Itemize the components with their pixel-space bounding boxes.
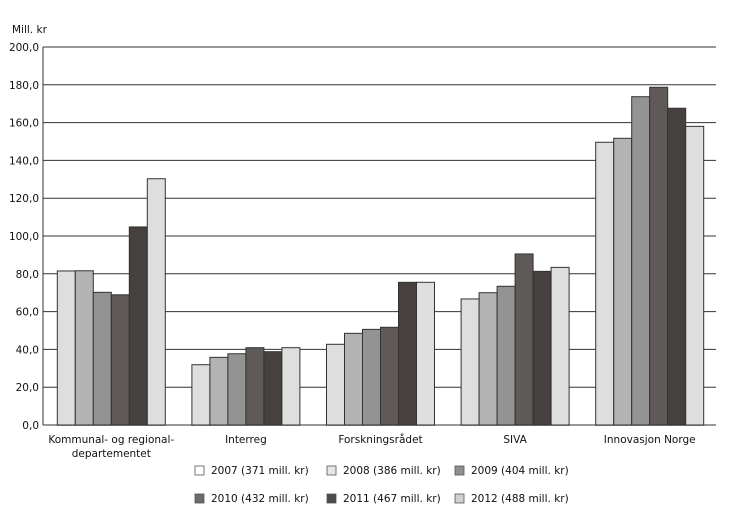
y-tick-label: 60,0 [16,307,39,319]
legend-item: 2012 (488 mill. kr) [454,493,569,505]
y-tick-label: 80,0 [16,269,39,281]
legend-item: 2008 (386 mill. kr) [326,465,441,477]
y-tick-label: 140,0 [9,155,39,167]
x-tick-label: Interreg [225,434,267,446]
bar [209,356,229,426]
legend-swatch [194,493,205,504]
bar [191,364,211,426]
y-tick-label: 100,0 [9,231,39,243]
y-tick-label: 180,0 [9,80,39,92]
bar [532,270,552,426]
y-tick-label: 120,0 [9,193,39,205]
x-tick-label: Innovasjon Norge [604,434,696,446]
x-tick-label: Forskningsrådet [338,433,422,446]
y-tick-label: 0,0 [22,420,39,432]
y-tick-label: 200,0 [9,42,39,54]
legend-swatch [326,493,337,504]
legend-item: 2007 (371 mill. kr) [194,465,309,477]
bar [227,353,247,426]
legend-item: 2011 (467 mill. kr) [326,493,441,505]
y-axis-label: Mill. kr [12,24,48,36]
bar [362,328,381,426]
bar [649,86,669,426]
x-tick-label: departementet [72,448,151,460]
legend-swatch [454,465,465,476]
x-tick-label: Kommunal- og regional- [48,434,174,446]
legend-label: 2007 (371 mill. kr) [211,465,309,477]
bar [326,343,345,426]
bar [460,298,480,426]
legend-swatch [194,465,205,476]
bar [110,294,130,426]
legend-label: 2010 (432 mill. kr) [211,493,309,505]
legend-item: 2009 (404 mill. kr) [454,465,569,477]
bar [416,281,435,426]
y-tick-label: 160,0 [9,118,39,130]
bar [128,226,148,426]
bar [631,96,651,426]
bar [146,178,166,426]
bar [263,351,283,426]
bar [514,253,534,426]
bar [245,347,265,426]
y-tick-label: 20,0 [16,382,39,394]
legend-label: 2011 (467 mill. kr) [343,493,441,505]
bar [74,270,94,426]
bar [398,281,417,426]
bar [667,107,687,426]
bar [550,266,570,426]
legend-label: 2009 (404 mill. kr) [471,465,569,477]
bar [344,332,363,426]
legend-label: 2012 (488 mill. kr) [471,493,569,505]
x-tick-label: SIVA [503,434,527,446]
bar [380,326,399,426]
legend-item: 2010 (432 mill. kr) [194,493,309,505]
bar [56,270,76,426]
bar [613,137,633,426]
bar [595,141,615,426]
legend-swatch [326,465,337,476]
bar [478,292,498,426]
legend-label: 2008 (386 mill. kr) [343,465,441,477]
y-tick-label: 40,0 [16,344,39,356]
bar [281,347,301,426]
bar [496,285,516,426]
bar [92,291,112,426]
legend-swatch [454,493,465,504]
bar [685,125,705,426]
